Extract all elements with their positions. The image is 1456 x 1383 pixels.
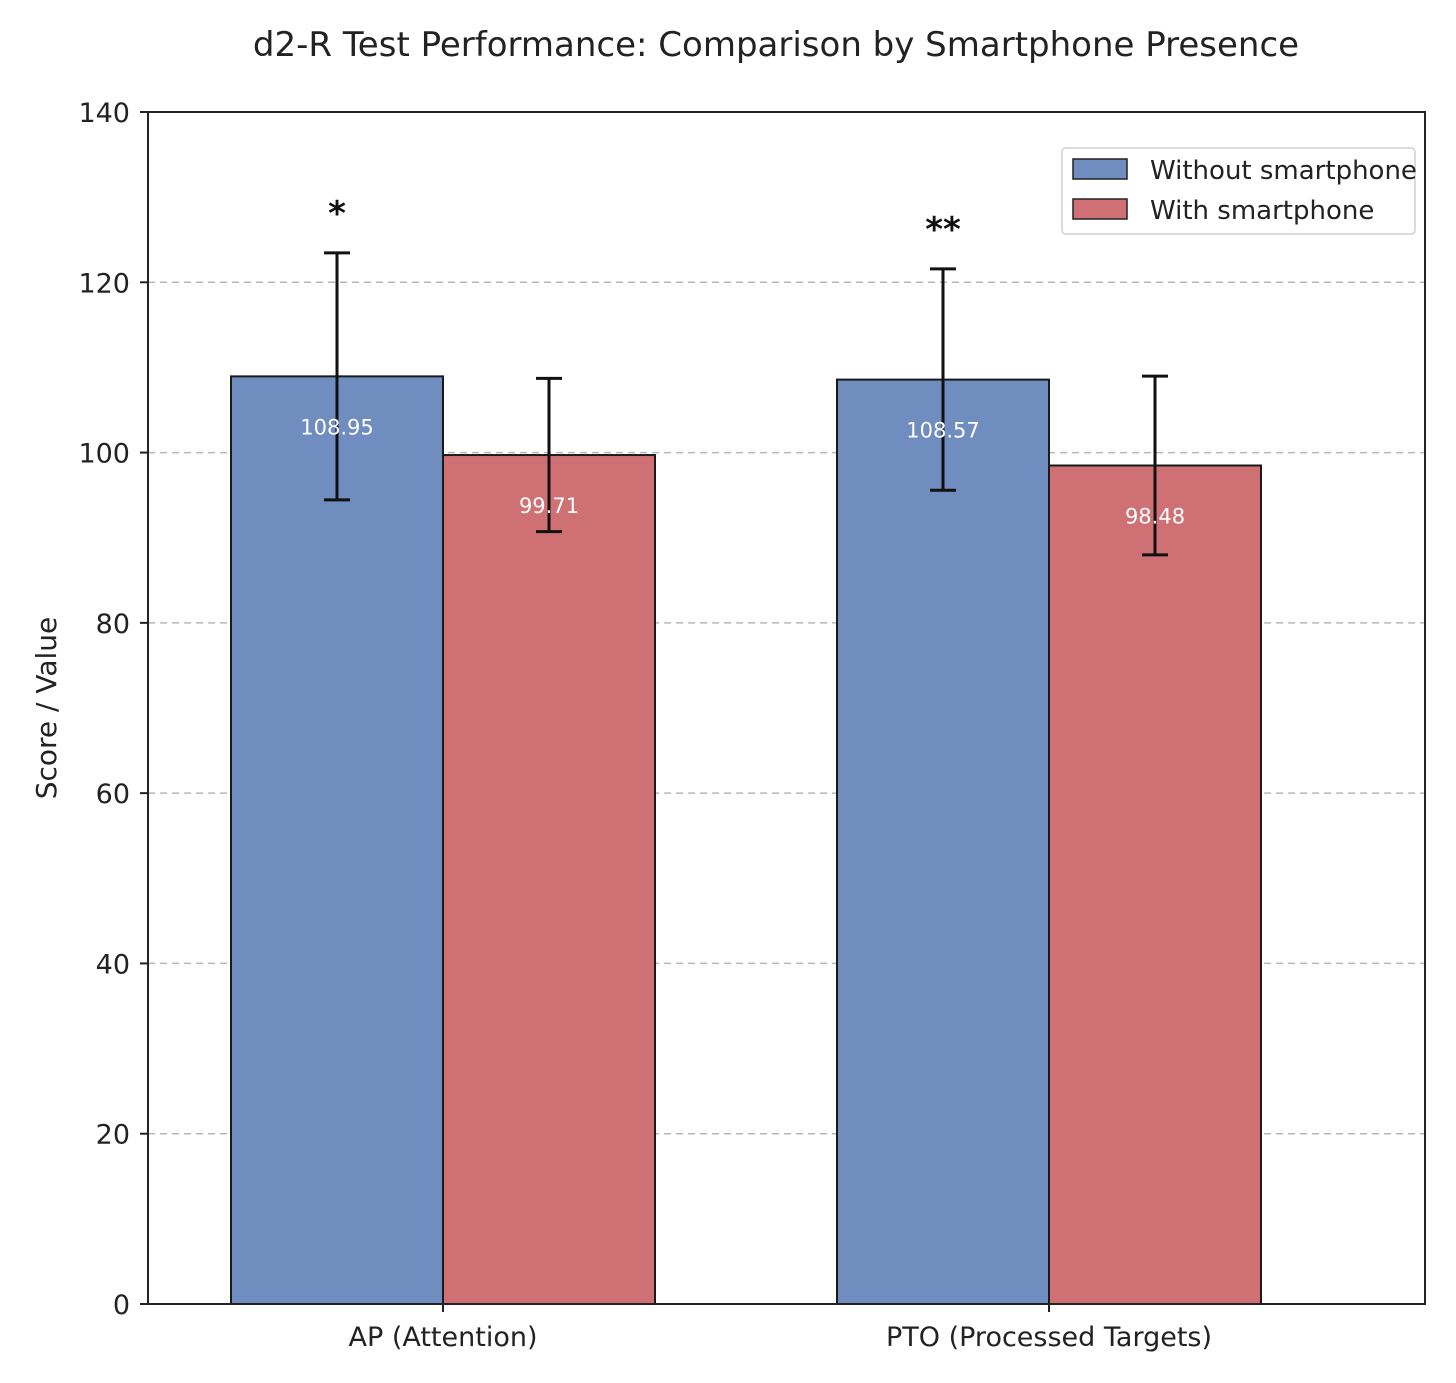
bar-with-smartphone-ap-attention xyxy=(442,454,656,1305)
legend-swatch-without-smartphone xyxy=(1072,158,1128,180)
legend-box xyxy=(1061,147,1416,235)
bar-value-label: 108.95 xyxy=(300,415,373,439)
legend-swatch-with-smartphone xyxy=(1072,198,1128,220)
y-tick-label: 60 xyxy=(96,779,130,810)
legend: Without smartphone With smartphone xyxy=(1061,147,1417,235)
significance-marker: ** xyxy=(925,210,961,250)
legend-label-with-smartphone: With smartphone xyxy=(1150,196,1374,226)
y-tick-label: 0 xyxy=(113,1290,130,1321)
bar-value-label: 99.71 xyxy=(519,494,579,518)
bar-without-smartphone-pto-processed-targets xyxy=(836,378,1050,1305)
y-axis-label: Score / Value xyxy=(30,617,63,800)
legend-label-without-smartphone: Without smartphone xyxy=(1150,156,1417,186)
bar-with-smartphone-pto-processed-targets xyxy=(1048,464,1262,1306)
significance-marker: * xyxy=(328,194,346,234)
y-tick-label: 140 xyxy=(78,98,130,129)
bar-value-label: 108.57 xyxy=(906,419,979,443)
y-tick-label: 100 xyxy=(78,439,130,470)
y-tick-label: 20 xyxy=(96,1120,130,1151)
bar-without-smartphone-ap-attention xyxy=(230,375,444,1305)
plot-frame xyxy=(147,111,1426,1305)
x-tick-label-ap-attention: AP (Attention) xyxy=(348,1322,537,1353)
y-tick-label: 120 xyxy=(78,268,130,299)
bar-value-label: 98.48 xyxy=(1125,505,1185,529)
x-tick-label-pto-processed-targets: PTO (Processed Targets) xyxy=(886,1322,1212,1353)
y-tick-label: 80 xyxy=(96,609,130,640)
chart-title: d2-R Test Performance: Comparison by Sma… xyxy=(253,25,1299,65)
y-tick-label: 40 xyxy=(96,949,130,980)
